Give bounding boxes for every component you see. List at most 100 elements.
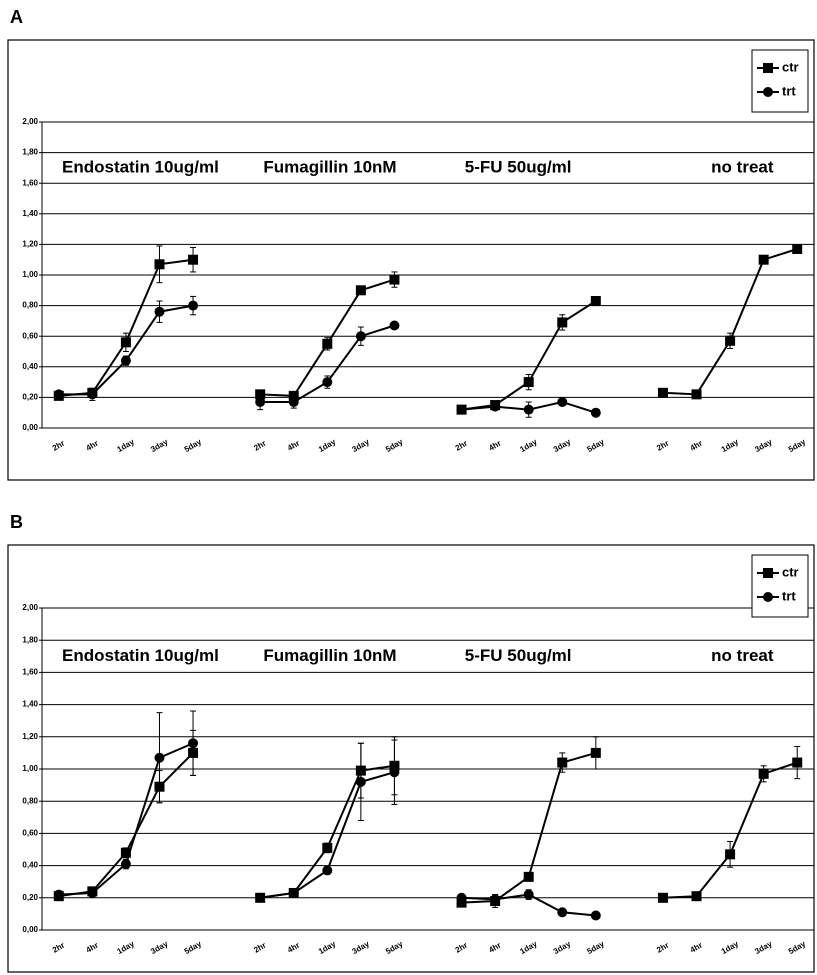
marker (87, 389, 98, 400)
x-tick-label: 2hr (655, 941, 670, 955)
legend-label: trt (782, 83, 796, 98)
y-tick-label: 1,80 (22, 148, 38, 157)
y-tick-label: 1,60 (22, 668, 38, 677)
x-tick-label: 1day (518, 939, 539, 956)
marker (557, 317, 568, 328)
marker (590, 747, 601, 758)
series-line (58, 248, 798, 411)
frame (7, 39, 815, 481)
legend-label: ctr (782, 59, 799, 74)
x-tick-label: 1day (116, 939, 137, 956)
x-tick-label: 3day (552, 437, 573, 454)
x-tick-label: 5day (585, 939, 606, 956)
x-tick-label: 3day (753, 437, 774, 454)
group-label: Endostatin 10ug/ml (62, 157, 219, 176)
x-tick-label: 1day (720, 939, 741, 956)
x-tick-label: 5day (787, 939, 808, 956)
marker (792, 243, 803, 254)
y-tick-label: 0,40 (22, 362, 38, 371)
group-label: Fumagillin 10nM (263, 157, 396, 176)
x-tick-label: 4hr (286, 439, 301, 453)
y-tick-label: 1,00 (22, 270, 38, 279)
y-tick-label: 0,00 (22, 423, 38, 432)
marker (456, 892, 467, 903)
x-tick-label: 2hr (252, 941, 267, 955)
marker (322, 865, 333, 876)
group-label: 5-FU 50ug/ml (465, 157, 572, 176)
x-tick-label: 5day (183, 939, 204, 956)
y-tick-label: 1,40 (22, 209, 38, 218)
marker (389, 274, 400, 285)
y-tick-label: 1,60 (22, 178, 38, 187)
marker (355, 285, 366, 296)
panel-label: A (10, 7, 23, 27)
x-tick-label: 4hr (286, 941, 301, 955)
x-tick-label: 2hr (51, 439, 66, 453)
marker (188, 738, 199, 749)
marker (758, 768, 769, 779)
y-tick-label: 0,40 (22, 861, 38, 870)
x-tick-label: 5day (585, 437, 606, 454)
marker (53, 889, 64, 900)
legend-box (751, 49, 809, 113)
x-tick-label: 4hr (689, 439, 704, 453)
marker (389, 767, 400, 778)
y-tick-label: 0,20 (22, 893, 38, 902)
y-tick-label: 0,60 (22, 829, 38, 838)
group-label: Fumagillin 10nM (263, 646, 396, 665)
marker (322, 377, 333, 388)
legend-label: trt (782, 588, 796, 603)
y-tick-label: 1,20 (22, 240, 38, 249)
marker (355, 776, 366, 787)
marker (120, 337, 131, 348)
legend-box (751, 554, 809, 618)
marker (120, 355, 131, 366)
marker (490, 894, 501, 905)
marker (188, 254, 199, 265)
y-tick-label: 2,00 (22, 117, 38, 126)
x-tick-label: 5day (787, 437, 808, 454)
group-label: no treat (711, 646, 774, 665)
group-label: 5-FU 50ug/ml (465, 646, 572, 665)
x-tick-label: 5day (183, 437, 204, 454)
panel-label: B (10, 512, 23, 532)
y-tick-label: 0,80 (22, 796, 38, 805)
x-tick-label: 2hr (655, 439, 670, 453)
marker (154, 306, 165, 317)
frame (7, 544, 815, 973)
x-tick-label: 1day (317, 437, 338, 454)
x-tick-label: 1day (317, 939, 338, 956)
marker (657, 387, 668, 398)
marker (490, 401, 501, 412)
marker (792, 757, 803, 768)
marker (691, 891, 702, 902)
marker (255, 396, 266, 407)
marker (758, 254, 769, 265)
x-tick-label: 1day (518, 437, 539, 454)
marker (288, 396, 299, 407)
x-tick-label: 3day (351, 437, 372, 454)
marker (322, 338, 333, 349)
y-tick-label: 1,20 (22, 732, 38, 741)
legend-marker (763, 568, 773, 578)
marker (120, 858, 131, 869)
legend-marker (763, 87, 773, 97)
y-tick-label: 1,40 (22, 700, 38, 709)
marker (456, 404, 467, 415)
x-tick-label: 4hr (85, 941, 100, 955)
legend-label: ctr (782, 564, 799, 579)
marker (523, 377, 534, 388)
y-tick-label: 0,80 (22, 301, 38, 310)
marker (523, 889, 534, 900)
x-tick-label: 1day (720, 437, 741, 454)
x-tick-label: 4hr (85, 439, 100, 453)
marker (154, 752, 165, 763)
x-tick-label: 3day (149, 939, 170, 956)
marker (557, 907, 568, 918)
marker (523, 404, 534, 415)
marker (87, 887, 98, 898)
marker (288, 887, 299, 898)
marker (557, 757, 568, 768)
marker (120, 847, 131, 858)
x-tick-label: 3day (149, 437, 170, 454)
